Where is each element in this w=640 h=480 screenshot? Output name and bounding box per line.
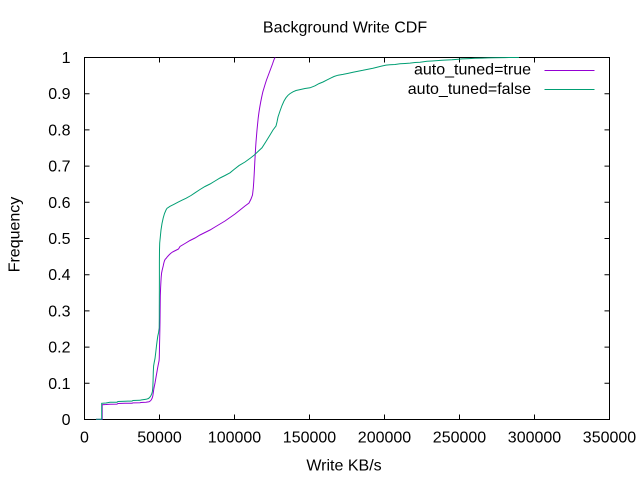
svg-text:0.8: 0.8 (48, 122, 70, 139)
svg-text:0.5: 0.5 (48, 231, 70, 248)
svg-text:50000: 50000 (137, 430, 182, 447)
svg-text:1: 1 (62, 50, 71, 67)
svg-text:150000: 150000 (283, 430, 336, 447)
svg-text:300000: 300000 (508, 430, 561, 447)
svg-text:Write KB/s: Write KB/s (306, 458, 381, 475)
svg-text:0: 0 (80, 430, 89, 447)
svg-text:100000: 100000 (208, 430, 261, 447)
svg-text:0.1: 0.1 (48, 376, 70, 393)
svg-text:0.4: 0.4 (48, 267, 70, 284)
svg-text:200000: 200000 (358, 430, 411, 447)
svg-text:0.9: 0.9 (48, 86, 70, 103)
svg-text:250000: 250000 (433, 430, 486, 447)
svg-text:0.2: 0.2 (48, 340, 70, 357)
svg-text:0.3: 0.3 (48, 303, 70, 320)
svg-text:0.7: 0.7 (48, 159, 70, 176)
svg-text:auto_tuned=false: auto_tuned=false (408, 81, 531, 98)
svg-text:0: 0 (62, 412, 71, 429)
svg-text:350000: 350000 (583, 430, 636, 447)
svg-text:Background Write CDF: Background Write CDF (263, 20, 427, 37)
svg-text:0.6: 0.6 (48, 195, 70, 212)
svg-text:auto_tuned=true: auto_tuned=true (414, 62, 531, 79)
svg-text:Frequency: Frequency (6, 197, 23, 273)
